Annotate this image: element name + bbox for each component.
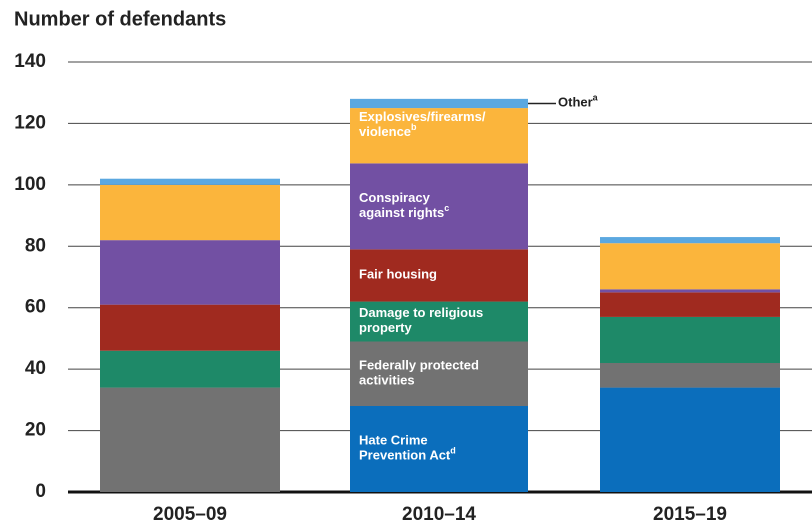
footnote-mark: c — [444, 203, 449, 213]
bar-segment — [100, 184, 280, 241]
y-tick-label: 140 — [14, 51, 46, 72]
bar-segment — [350, 108, 528, 164]
bar-segment — [350, 341, 528, 406]
label-line: Federally protected — [359, 358, 479, 373]
segment-label: Prevention Actd — [359, 446, 456, 463]
footnote-mark: b — [411, 122, 417, 132]
y-tick-label: 40 — [25, 358, 46, 379]
footnote-mark: d — [450, 446, 456, 456]
segment-label: Fair housing — [359, 267, 437, 282]
segment-label: Explosives/firearms/ — [359, 110, 486, 125]
bar-segment — [350, 406, 528, 492]
bar-segment — [100, 304, 280, 351]
segment-label: against rightsc — [359, 203, 449, 220]
y-tick-label: 0 — [35, 481, 46, 502]
label-line: Conspiracy — [359, 190, 431, 205]
label-line: Hate Crime — [359, 433, 428, 448]
label-line: property — [359, 320, 413, 335]
segment-label: Hate Crime — [359, 433, 428, 448]
bar-segment — [100, 387, 280, 492]
bar-segment — [600, 387, 780, 492]
segment-label: Othera — [558, 93, 599, 110]
footnote-mark: a — [593, 93, 599, 103]
axis-title: Number of defendants — [14, 8, 226, 30]
bar-segment — [600, 237, 780, 244]
bar-segment — [100, 240, 280, 305]
label-line: Other — [558, 95, 593, 110]
bar-segment — [350, 98, 528, 109]
label-line: violence — [359, 125, 411, 140]
segment-label: property — [359, 320, 413, 335]
label-line: activities — [359, 373, 415, 388]
segment-label: activities — [359, 373, 415, 388]
label-line: Fair housing — [359, 267, 437, 282]
bar-segment — [600, 292, 780, 317]
y-tick-label: 20 — [25, 420, 46, 441]
bar-segment — [350, 249, 528, 302]
bar-segment — [350, 163, 528, 250]
label-line: Prevention Act — [359, 448, 451, 463]
y-tick-label: 60 — [25, 297, 46, 318]
bar-segment — [600, 289, 780, 293]
x-tick-label: 2015–19 — [653, 504, 727, 525]
bar-segment — [600, 363, 780, 388]
bar-segment — [600, 243, 780, 290]
label-line: Explosives/firearms/ — [359, 110, 486, 125]
y-tick-label: 100 — [14, 174, 46, 195]
x-tick-label: 2005–09 — [153, 504, 227, 525]
bar-segment — [600, 316, 780, 363]
y-tick-label: 80 — [25, 235, 46, 256]
bar-segment — [350, 301, 528, 342]
label-line: Damage to religious — [359, 305, 483, 320]
segment-label: Conspiracy — [359, 190, 431, 205]
label-line: against rights — [359, 205, 444, 220]
bar-segment — [100, 350, 280, 388]
bar-segment — [100, 178, 280, 185]
segment-label: Damage to religious — [359, 305, 483, 320]
segment-label: violenceb — [359, 122, 417, 139]
y-tick-label: 120 — [14, 112, 46, 133]
x-tick-label: 2010–14 — [402, 504, 476, 525]
segment-label: Federally protected — [359, 358, 479, 373]
